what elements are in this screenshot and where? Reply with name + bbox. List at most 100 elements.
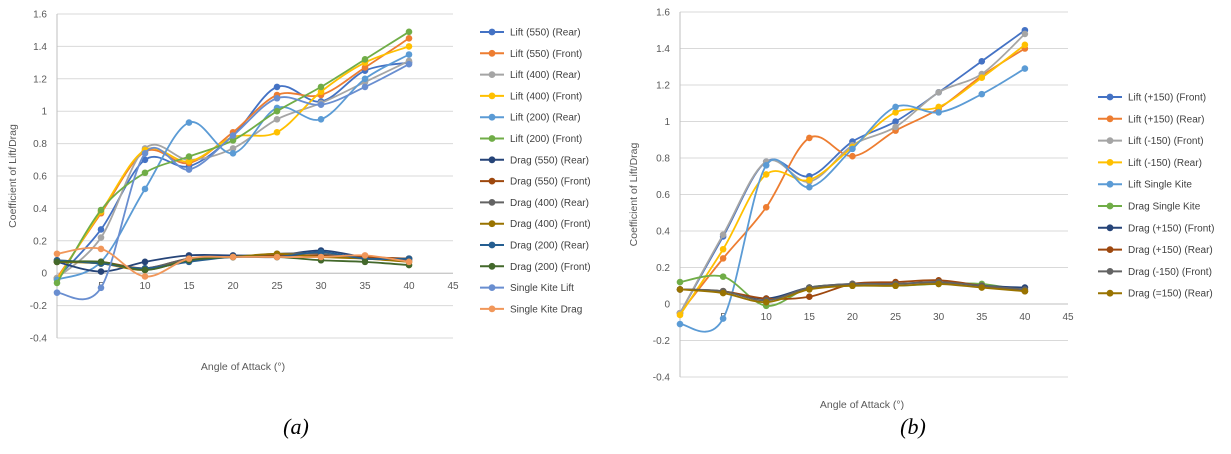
data-point [317, 101, 325, 109]
data-point [97, 226, 105, 233]
data-point [676, 311, 684, 319]
data-point [935, 89, 942, 96]
data-point [229, 145, 237, 152]
x-axis-title: Angle of Attack (°) [201, 361, 285, 373]
data-point [53, 250, 61, 258]
data-point [935, 280, 942, 288]
legend-entry: Lift (400) (Rear) [510, 70, 581, 81]
data-point [762, 203, 770, 211]
legend-entry: Lift (200) (Front) [510, 134, 582, 145]
legend-swatch-marker [1106, 289, 1114, 297]
x-tick-label: 45 [1062, 312, 1074, 323]
data-point [405, 43, 413, 50]
data-point [676, 286, 684, 293]
figure-caption: (a) [283, 414, 309, 439]
legend-swatch-marker [488, 92, 496, 100]
y-tick-label: 1.2 [33, 74, 47, 85]
data-point [317, 116, 325, 123]
legend-swatch-marker [1106, 246, 1114, 254]
data-point [361, 64, 369, 71]
data-point [229, 253, 237, 261]
data-point [273, 107, 281, 115]
x-tick-label: 25 [271, 281, 283, 292]
data-point [185, 158, 193, 165]
legend-entry: Drag (+150) (Rear) [1128, 245, 1213, 256]
data-point [806, 183, 813, 191]
legend-swatch-marker [1106, 159, 1114, 166]
data-point [229, 132, 237, 139]
legend-swatch-marker [1106, 268, 1114, 275]
y-tick-label: 0 [664, 300, 670, 311]
data-point [317, 88, 325, 96]
legend-entry: Single Kite Lift [510, 283, 574, 294]
x-tick-label: 20 [847, 312, 859, 323]
data-point [141, 156, 149, 164]
y-tick-label: 0.6 [656, 190, 670, 201]
legend-entry: Drag (550) (Rear) [510, 155, 589, 166]
legend-entry: Single Kite Drag [510, 304, 582, 315]
y-tick-label: 0.4 [33, 204, 47, 215]
legend-entry: Lift (550) (Rear) [510, 28, 581, 39]
data-point [141, 150, 149, 157]
figure-caption: (b) [900, 414, 926, 439]
x-tick-label: 10 [761, 312, 773, 323]
data-point [273, 94, 281, 102]
x-tick-label: 40 [1019, 312, 1031, 323]
y-tick-label: 1.6 [656, 8, 670, 19]
data-point [806, 176, 813, 184]
legend-swatch-marker [488, 199, 496, 206]
data-point [978, 90, 986, 98]
legend-entry: Drag (+150) (Front) [1128, 223, 1214, 234]
data-point [935, 103, 942, 111]
legend-entry: Drag (200) (Rear) [510, 241, 589, 252]
data-point [361, 252, 369, 259]
series-line-3 [56, 60, 410, 279]
legend-entry: Lift (550) (Front) [510, 49, 582, 60]
legend-swatch-marker [488, 220, 496, 228]
data-point [141, 169, 149, 177]
legend-entry: Lift (400) (Front) [510, 91, 582, 102]
data-point [978, 284, 986, 291]
data-point [317, 253, 325, 261]
legend-entry: Lift (+150) (Rear) [1128, 114, 1204, 125]
data-point [273, 116, 281, 123]
y-tick-label: 0.8 [33, 139, 47, 150]
legend-entry: Lift (+150) (Front) [1128, 93, 1206, 104]
data-point [97, 245, 105, 253]
legend-swatch-marker [1106, 224, 1114, 232]
legend-entry: Drag (550) (Front) [510, 177, 591, 188]
legend-entry: Drag (-150) (Front) [1128, 267, 1212, 278]
data-point [762, 162, 770, 169]
data-point [806, 134, 813, 142]
data-point [97, 268, 105, 275]
legend-swatch-marker [488, 284, 496, 291]
data-point [1021, 30, 1029, 38]
data-point [892, 123, 899, 131]
data-point [806, 286, 813, 293]
series-line-2 [679, 47, 1026, 314]
x-tick-label: 35 [359, 281, 371, 292]
y-tick-label: 1.4 [33, 42, 47, 53]
y-tick-label: 0.2 [33, 236, 47, 247]
data-point [185, 255, 193, 262]
data-point [97, 284, 105, 292]
data-point [405, 28, 413, 36]
series-line-1 [56, 61, 410, 279]
data-point [1021, 65, 1029, 72]
x-tick-label: 10 [139, 281, 151, 292]
series-line-6 [679, 274, 1026, 307]
y-tick-label: 0.2 [656, 263, 670, 274]
data-point [719, 315, 727, 322]
data-point [185, 119, 193, 126]
data-point [935, 109, 942, 116]
data-point [229, 150, 237, 157]
data-point [185, 166, 193, 173]
data-point [719, 231, 727, 238]
legend-entry: Drag (400) (Front) [510, 219, 591, 230]
data-point [892, 282, 899, 290]
y-tick-label: 1 [664, 117, 670, 128]
data-point [97, 234, 105, 241]
data-point [405, 51, 413, 58]
legend-swatch-marker [488, 177, 496, 185]
